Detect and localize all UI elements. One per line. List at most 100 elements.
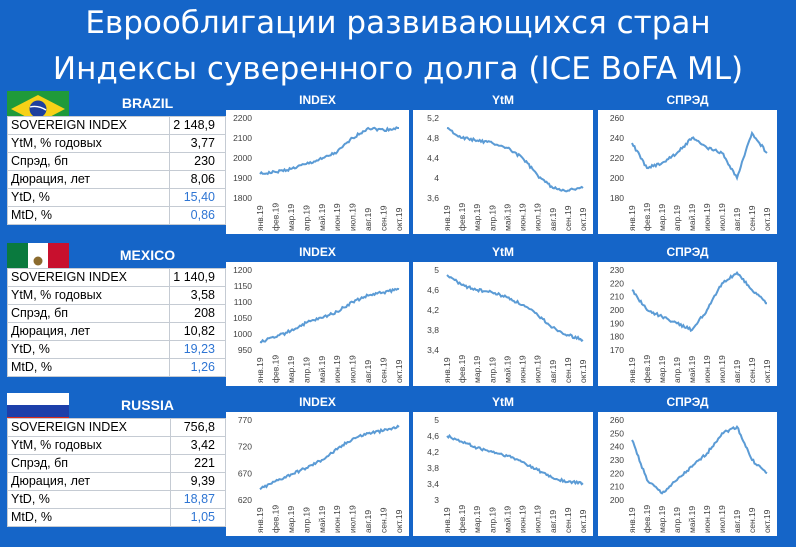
y-tick-label: 770 — [238, 415, 252, 425]
stat-label: MtD, % — [6, 358, 171, 377]
stats-row: YtD, % 15,40 — [6, 188, 226, 207]
y-tick-label: 3,4 — [427, 345, 439, 355]
y-tick-label: 1200 — [233, 265, 252, 275]
stats-row: Спрэд, бп 230 — [6, 152, 226, 171]
stats-row: MtD, % 1,26 — [6, 358, 226, 377]
x-tick-label: июл.19 — [533, 203, 543, 231]
x-tick-label: июн.19 — [332, 203, 342, 231]
stat-value: 3,58 — [169, 286, 226, 305]
stat-value: 15,40 — [169, 188, 226, 207]
stats-row: MtD, % 0,86 — [6, 206, 226, 225]
stats-row: YtD, % 19,23 — [6, 340, 226, 359]
x-tick-label: фев.19 — [457, 203, 467, 231]
x-tick-label: фев.19 — [642, 355, 652, 383]
chart-header: СПРЭД — [666, 245, 709, 259]
x-tick-label: май.19 — [317, 506, 327, 533]
x-tick-label: май.19 — [687, 356, 697, 383]
stats-row: YtD, % 18,87 — [7, 490, 226, 509]
y-tick-label: 2000 — [233, 153, 252, 163]
y-tick-label: 220 — [610, 468, 624, 478]
country-name: BRAZIL — [121, 95, 174, 111]
x-tick-label: мар.19 — [286, 204, 296, 231]
line-chart-index: 620 670 720 770 янв.19 фев.19 мар.19 апр.19 май.… — [226, 412, 409, 536]
x-tick-label: июл.19 — [717, 505, 727, 533]
y-tick-label: 4,2 — [427, 305, 439, 315]
x-tick-label: сен.19 — [563, 357, 573, 383]
chart-header: INDEX — [299, 395, 336, 409]
y-tick-label: 230 — [610, 265, 624, 275]
chart-header: СПРЭД — [666, 93, 709, 107]
x-tick-label: июл.19 — [717, 355, 727, 383]
stat-label: YtD, % — [6, 188, 171, 207]
stat-label: YtD, % — [7, 490, 171, 509]
x-tick-label: мар.19 — [657, 356, 667, 383]
line-chart-index: 1800 1900 2000 2100 2200 янв.19 фев.19 мар.19 ап… — [226, 110, 409, 234]
stat-label: MtD, % — [6, 206, 171, 225]
x-tick-label: апр.19 — [487, 357, 497, 383]
x-tick-label: авг.19 — [732, 360, 742, 383]
x-tick-label: янв.19 — [442, 507, 452, 533]
y-tick-label: 950 — [238, 345, 252, 355]
stat-label: YtD, % — [6, 340, 171, 359]
stat-value: 221 — [170, 454, 226, 473]
stat-label: YtM, % годовых — [6, 286, 171, 305]
x-tick-label: авг.19 — [548, 360, 558, 383]
y-tick-label: 200 — [610, 495, 624, 505]
stat-value: 3,77 — [169, 134, 226, 153]
chart-header: YtM — [492, 395, 514, 409]
y-tick-label: 1800 — [233, 193, 252, 203]
stat-value: 208 — [169, 304, 226, 323]
x-tick-label: июл.19 — [348, 505, 358, 533]
x-tick-label: авг.19 — [363, 208, 373, 231]
x-tick-label: апр.19 — [301, 507, 311, 533]
x-tick-label: июн.19 — [518, 505, 528, 533]
y-tick-label: 4,8 — [427, 133, 439, 143]
y-tick-label: 2100 — [233, 133, 252, 143]
y-tick-label: 3,8 — [427, 463, 439, 473]
y-tick-label: 220 — [610, 153, 624, 163]
stats-row: SOVEREIGN INDEX 756,8 — [7, 418, 226, 437]
x-tick-label: апр.19 — [672, 357, 682, 383]
x-tick-label: июн.19 — [332, 355, 342, 383]
chart-header: INDEX — [299, 93, 336, 107]
x-tick-label: сен.19 — [379, 357, 389, 383]
x-tick-label: сен.19 — [379, 507, 389, 533]
stats-row: YtM, % годовых 3,58 — [6, 286, 226, 305]
chart-header: INDEX — [299, 245, 336, 259]
country-name: RUSSIA — [121, 397, 174, 413]
stat-value: 1,05 — [170, 508, 226, 527]
stats-row: SOVEREIGN INDEX 1 140,9 — [6, 268, 226, 287]
x-tick-label: июн.19 — [702, 355, 712, 383]
y-tick-label: 240 — [610, 442, 624, 452]
y-tick-label: 250 — [610, 428, 624, 438]
y-tick-label: 3 — [434, 495, 439, 505]
series-line — [631, 424, 768, 495]
stat-label: SOVEREIGN INDEX — [6, 268, 171, 287]
section-brazil: BRAZIL SOVEREIGN INDEX 2 148,9 YtM, % годов… — [6, 91, 793, 241]
y-tick-label: 190 — [610, 318, 624, 328]
stat-label: Дюрация, лет — [6, 170, 171, 189]
x-tick-label: янв.19 — [255, 357, 265, 383]
x-tick-label: апр.19 — [672, 507, 682, 533]
series-line — [446, 127, 584, 193]
x-tick-label: авг.19 — [548, 510, 558, 533]
x-tick-label: сен.19 — [379, 205, 389, 231]
country-name: MEXICO — [119, 247, 176, 263]
x-tick-label: мар.19 — [472, 506, 482, 533]
stat-value: 3,42 — [170, 436, 226, 455]
x-tick-label: фев.19 — [642, 505, 652, 533]
y-tick-label: 3,8 — [427, 325, 439, 335]
chart-header: СПРЭД — [666, 395, 709, 409]
stats-table: SOVEREIGN INDEX 1 140,9 YtM, % годовых 3,58… — [6, 268, 226, 377]
x-tick-label: май.19 — [502, 506, 512, 533]
stat-value: 0,86 — [169, 206, 226, 225]
y-tick-label: 180 — [610, 332, 624, 342]
stats-row: Спрэд, бп 221 — [7, 454, 226, 473]
y-tick-label: 5,2 — [427, 113, 439, 123]
x-tick-label: сен.19 — [563, 507, 573, 533]
x-tick-label: май.19 — [317, 204, 327, 231]
y-tick-label: 720 — [238, 442, 252, 452]
stat-label: MtD, % — [7, 508, 171, 527]
stats-table: SOVEREIGN INDEX 2 148,9 YtM, % годовых 3,77… — [6, 116, 226, 225]
line-chart-ytm: 3,6 4 4,4 4,8 5,2 янв.19 фев.19 мар.19 апр.19 май… — [413, 110, 593, 234]
